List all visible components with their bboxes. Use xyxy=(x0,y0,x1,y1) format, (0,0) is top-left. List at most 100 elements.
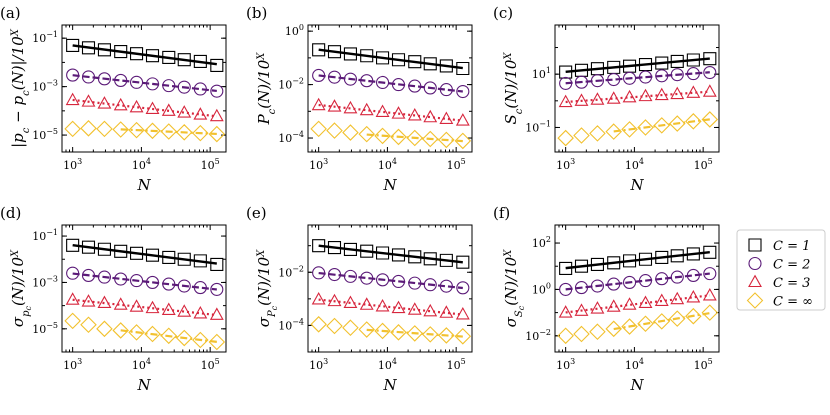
data-point xyxy=(574,259,589,273)
data-point xyxy=(686,85,701,98)
data-point xyxy=(638,57,653,72)
data-point xyxy=(685,307,702,325)
data-point xyxy=(439,305,454,318)
data-point xyxy=(210,58,224,72)
data-point xyxy=(686,268,700,283)
data-point xyxy=(590,74,604,88)
series-C3 xyxy=(311,292,470,320)
data-point xyxy=(670,54,684,69)
data-point xyxy=(670,86,685,100)
data-point xyxy=(161,103,176,116)
data-point xyxy=(161,302,176,316)
data-point xyxy=(391,106,406,119)
data-point xyxy=(408,276,422,290)
data-point xyxy=(607,72,621,87)
data-point xyxy=(408,250,422,264)
data-point xyxy=(439,59,453,73)
data-point xyxy=(407,108,422,121)
data-point xyxy=(81,70,96,84)
data-point xyxy=(455,306,470,320)
y-axis-label: σSc(N)/10X xyxy=(502,249,526,328)
data-point xyxy=(81,268,96,283)
data-point xyxy=(637,315,654,333)
fit-line xyxy=(120,329,217,343)
panel-label: (d) xyxy=(0,204,21,222)
data-point xyxy=(559,282,573,296)
fit-line xyxy=(366,328,463,338)
data-point xyxy=(66,238,80,252)
data-point xyxy=(64,120,81,138)
data-point xyxy=(145,49,160,63)
data-point xyxy=(668,115,686,132)
data-point xyxy=(342,319,359,336)
data-point xyxy=(210,84,224,98)
data-point xyxy=(702,288,717,301)
data-point xyxy=(391,274,406,289)
data-point xyxy=(130,47,144,61)
legend-label-C3: C = 3 xyxy=(773,276,810,291)
x-tick-label: 105 xyxy=(694,357,713,372)
fit-line xyxy=(565,294,710,314)
data-point xyxy=(668,310,686,327)
series-Cinf xyxy=(310,120,472,150)
data-point xyxy=(456,61,470,76)
data-point xyxy=(145,77,160,91)
data-point xyxy=(162,79,176,93)
series-C2 xyxy=(66,68,224,98)
data-point xyxy=(438,327,455,344)
data-point xyxy=(162,250,176,264)
plot-frame xyxy=(61,224,227,353)
data-point xyxy=(701,304,719,321)
fit-line xyxy=(72,98,217,118)
y-tick-label: 100 xyxy=(532,281,551,296)
data-point xyxy=(210,282,224,296)
data-point xyxy=(360,49,374,63)
data-point xyxy=(558,94,573,108)
data-point xyxy=(112,121,129,138)
data-point xyxy=(590,279,604,293)
fit-line xyxy=(366,133,463,143)
data-point xyxy=(192,124,209,142)
y-axis-label: Sc(N)/10X xyxy=(502,52,525,125)
x-axis-label: N xyxy=(136,376,151,394)
data-point xyxy=(162,277,176,291)
data-point xyxy=(81,240,96,254)
y-tick-label: 102 xyxy=(532,235,551,250)
fit-line xyxy=(318,244,463,264)
fit-line xyxy=(120,128,217,136)
panel-label: (f) xyxy=(493,204,510,222)
data-point xyxy=(66,38,80,53)
data-point xyxy=(145,248,160,262)
fit-line xyxy=(565,90,710,104)
data-point xyxy=(638,274,653,288)
data-point xyxy=(390,128,407,146)
data-point xyxy=(390,324,407,341)
data-point xyxy=(439,253,453,267)
x-tick-label: 105 xyxy=(447,357,466,372)
data-point xyxy=(311,292,326,305)
data-point xyxy=(342,124,359,141)
series-C2 xyxy=(312,266,470,295)
data-point xyxy=(175,329,193,347)
data-point xyxy=(557,327,574,345)
data-point xyxy=(590,301,605,314)
data-point xyxy=(376,273,390,287)
data-point xyxy=(421,130,439,148)
data-point xyxy=(557,129,574,147)
data-point xyxy=(376,75,390,90)
plot-frame xyxy=(307,24,473,153)
fit-line xyxy=(72,44,217,66)
data-point xyxy=(558,305,573,318)
series-C3 xyxy=(558,288,717,318)
x-tick-label: 103 xyxy=(556,357,575,372)
data-point xyxy=(574,63,589,77)
data-point xyxy=(360,271,374,285)
y-tick-label: 10−3 xyxy=(32,274,58,289)
data-point xyxy=(65,292,80,305)
legend-marker xyxy=(748,274,762,288)
series-C2 xyxy=(66,266,224,296)
data-point xyxy=(686,53,700,67)
fit-line xyxy=(72,74,217,93)
